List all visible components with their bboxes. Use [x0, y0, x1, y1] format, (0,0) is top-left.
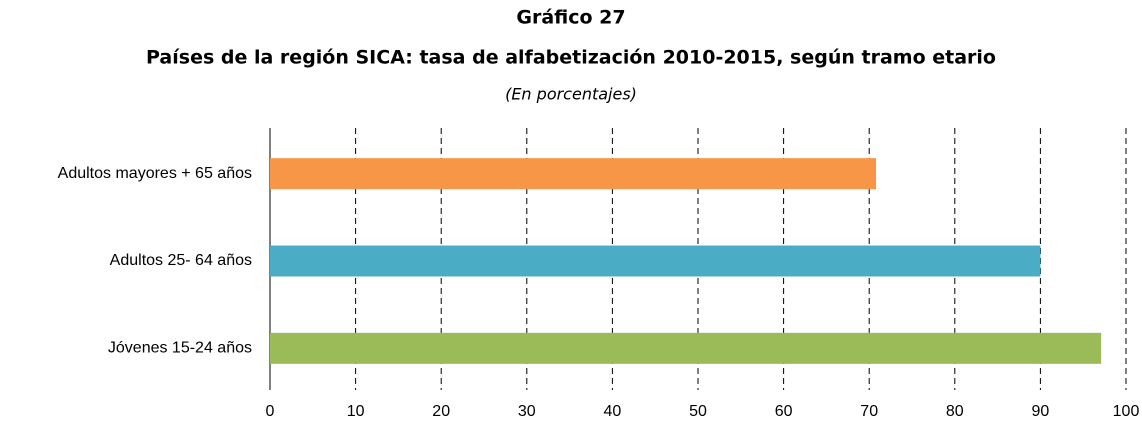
y-tick-label: Jóvenes 15-24 años	[108, 340, 252, 357]
chart-title: Gráfico 27	[516, 7, 625, 29]
bar	[270, 332, 1102, 364]
x-tick-label: 0	[266, 403, 275, 420]
x-tick-label: 40	[604, 403, 622, 420]
x-tick-label: 100	[1113, 403, 1140, 420]
x-tick-label: 90	[1032, 403, 1050, 420]
y-tick-label: Adultos mayores + 65 años	[58, 165, 252, 182]
x-tick-label: 80	[946, 403, 964, 420]
bar	[270, 245, 1041, 277]
x-tick-label: 70	[860, 403, 878, 420]
x-tick-label: 20	[432, 403, 450, 420]
x-tick-label: 60	[775, 403, 793, 420]
chart-note: (En porcentajes)	[505, 85, 637, 104]
x-tick-label: 50	[689, 403, 707, 420]
y-tick-label: Adultos 25- 64 años	[110, 252, 252, 269]
chart-subtitle: Países de la región SICA: tasa de alfabe…	[146, 47, 996, 69]
bar	[270, 158, 877, 190]
x-tick-label: 10	[347, 403, 365, 420]
x-tick-label: 30	[518, 403, 536, 420]
